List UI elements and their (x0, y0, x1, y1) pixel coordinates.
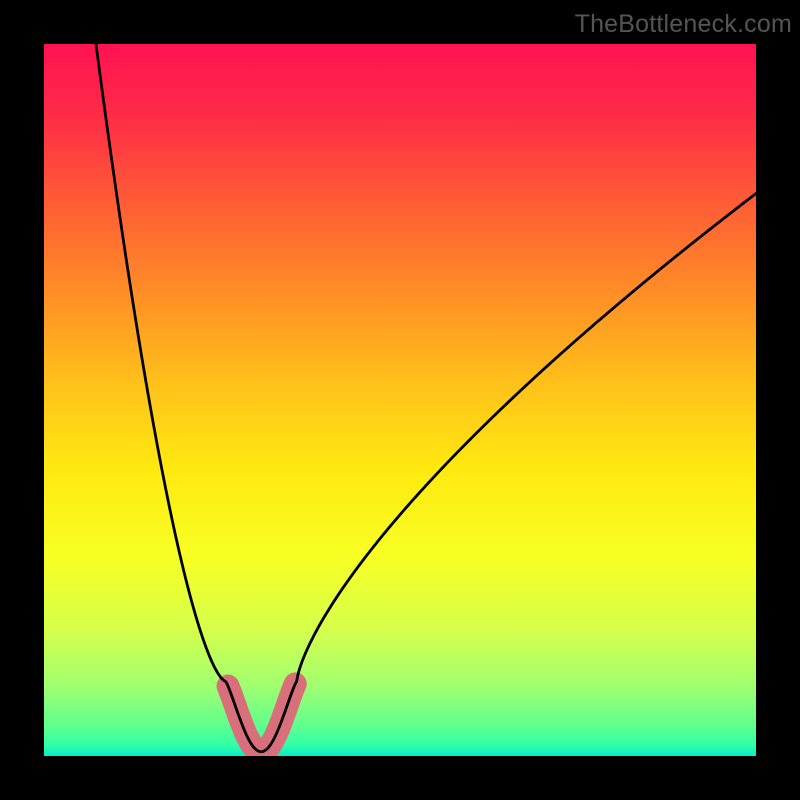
bottleneck-curve-chart (0, 0, 800, 800)
watermark-text: TheBottleneck.com (575, 10, 792, 39)
chart-frame: TheBottleneck.com (0, 0, 800, 800)
plot-background (44, 44, 756, 756)
